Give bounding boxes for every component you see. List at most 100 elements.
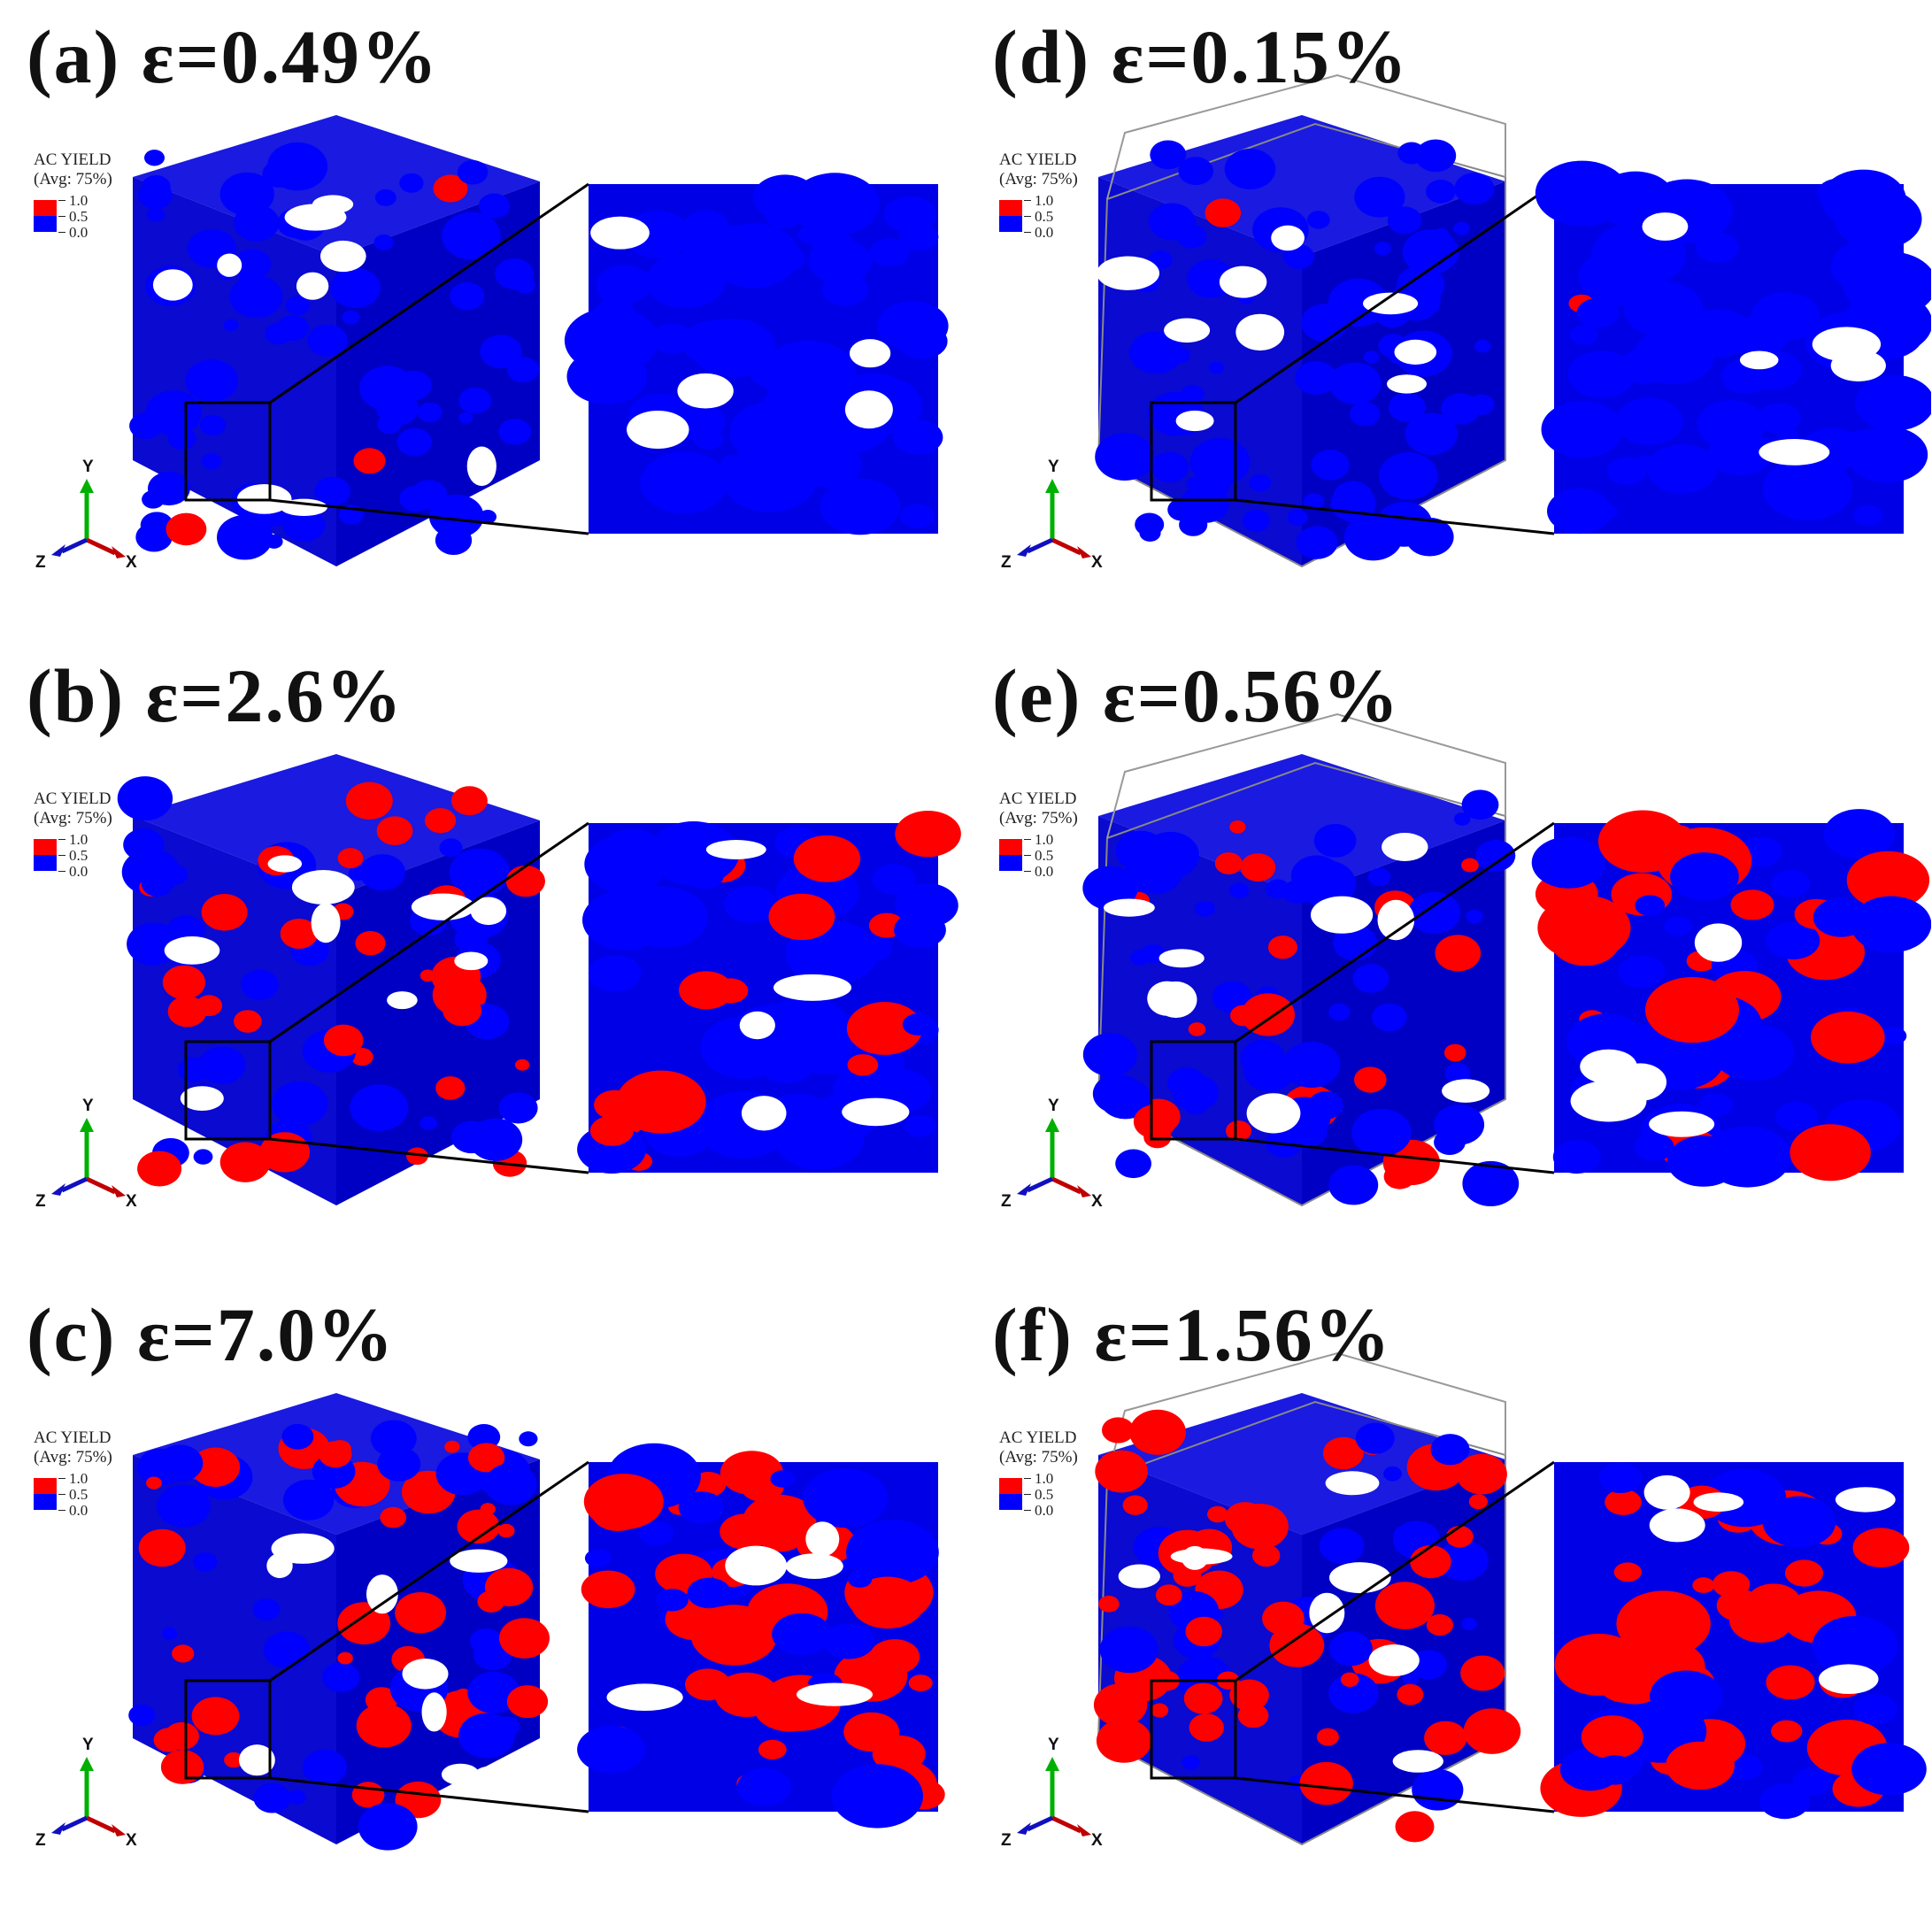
- pore-opening: [284, 204, 347, 231]
- yield-patch: [499, 1618, 550, 1659]
- inset-yield-patch: [1851, 1743, 1927, 1796]
- inset-yield-patch: [640, 451, 728, 514]
- yield-patch: [1189, 1713, 1224, 1742]
- pore-opening: [1442, 1079, 1490, 1103]
- pore-opening: [239, 1744, 275, 1776]
- inset-pore: [1693, 1492, 1744, 1512]
- inset-yield-patch: [1729, 315, 1789, 358]
- pore-opening: [1154, 981, 1197, 1019]
- yield-patch: [193, 1149, 213, 1165]
- panel-title: (d) ε=0.15%: [992, 14, 1409, 99]
- yield-patch: [458, 387, 492, 414]
- inset-yield-patch: [1647, 444, 1718, 494]
- yield-patch: [365, 1687, 398, 1713]
- inset-pore: [785, 1553, 843, 1579]
- legend-swatch-blue: [34, 216, 57, 232]
- yield-patch: [145, 390, 202, 435]
- yield-patch: [1282, 880, 1312, 904]
- inset-yield-patch: [812, 230, 855, 261]
- legend-value-max: 1.0: [1035, 192, 1054, 209]
- pore-opening: [1325, 1471, 1380, 1496]
- inset-pore: [774, 974, 851, 1001]
- inset-yield-patch: [1635, 895, 1666, 916]
- pore-opening: [1246, 1093, 1301, 1134]
- yield-patch: [1354, 176, 1405, 218]
- panel-title: (f) ε=1.56%: [992, 1292, 1392, 1377]
- legend-tick: [1024, 1478, 1031, 1479]
- legend-value-mid: 0.5: [69, 1486, 89, 1503]
- inset-yield-patch: [1593, 1755, 1636, 1785]
- inset-yield-patch: [1567, 350, 1636, 398]
- yield-patch: [1183, 1682, 1223, 1714]
- yield-patch: [515, 1059, 530, 1071]
- pore-opening: [217, 253, 242, 277]
- yield-patch: [498, 419, 532, 445]
- inset-yield-patch: [904, 1114, 935, 1137]
- yield-patch: [419, 969, 435, 982]
- yield-patch: [373, 235, 394, 250]
- inset-yield-patch: [1766, 921, 1820, 960]
- yield-patch: [265, 322, 293, 345]
- inset-pore: [627, 411, 689, 449]
- axis-triad: Y X Z: [34, 1736, 140, 1850]
- inset-yield-patch: [1645, 977, 1739, 1043]
- cube-top-face: [133, 115, 540, 257]
- inset-pore: [606, 1683, 683, 1711]
- yield-patch: [157, 1444, 204, 1482]
- yield-patch: [342, 310, 360, 325]
- yield-patch: [191, 1697, 240, 1736]
- legend-swatch-blue: [34, 1494, 57, 1510]
- legend-value-min: 0.0: [69, 1502, 89, 1519]
- yield-patch: [217, 514, 273, 560]
- legend-value-max: 1.0: [69, 192, 89, 209]
- inset-yield-patch: [1547, 488, 1612, 535]
- legend-tick: [58, 839, 65, 840]
- inset-yield-patch: [1598, 1665, 1653, 1703]
- zoom-selection-box: [184, 1679, 272, 1780]
- yield-patch: [233, 249, 271, 280]
- inset-yield-patch: [1620, 347, 1672, 384]
- color-legend: AC YIELD (Avg: 75%) 1.0 0.5 0.0: [34, 1428, 112, 1528]
- zoom-selection-box: [184, 401, 272, 502]
- legend-value-max: 1.0: [1035, 831, 1054, 848]
- axis-label-y: Y: [1048, 1736, 1059, 1754]
- yield-patch: [241, 969, 279, 1000]
- legend-tick: [58, 871, 65, 872]
- yield-patch: [272, 1081, 328, 1127]
- yield-patch: [1195, 900, 1215, 917]
- yield-patch: [282, 508, 326, 543]
- yield-patch: [458, 412, 473, 424]
- yield-patch: [457, 159, 489, 185]
- yield-patch: [1252, 1544, 1281, 1567]
- panel-title: (b) ε=2.6%: [27, 653, 404, 738]
- yield-patch: [1207, 1505, 1228, 1523]
- yield-patch: [1130, 950, 1151, 966]
- inset-yield-patch: [895, 882, 958, 928]
- yield-patch: [1307, 211, 1330, 229]
- inset-yield-patch: [872, 864, 916, 895]
- pore-opening: [1097, 256, 1159, 290]
- yield-patch: [374, 189, 396, 206]
- cube-top-face: [1098, 754, 1505, 896]
- inset-yield-patch: [646, 252, 726, 309]
- yield-patch: [454, 1688, 473, 1703]
- yield-patch: [443, 995, 482, 1027]
- pore-opening: [441, 1763, 480, 1786]
- lattice-model-render: [117, 754, 961, 1205]
- inset-yield-patch: [690, 1605, 778, 1666]
- yield-patch: [359, 854, 405, 891]
- yield-patch: [1454, 173, 1495, 205]
- zoom-selection-box: [184, 1040, 272, 1141]
- yield-patch: [172, 1644, 195, 1663]
- lattice-model-render: [1093, 1351, 1927, 1846]
- yield-patch: [1102, 1417, 1135, 1444]
- inset-yield-patch: [846, 1520, 939, 1585]
- yield-patch: [450, 786, 488, 816]
- yield-patch: [1434, 1129, 1466, 1155]
- pore-opening: [267, 855, 303, 873]
- legend-value-min: 0.0: [1035, 224, 1054, 241]
- yield-patch: [1328, 362, 1382, 404]
- inset-yield-patch: [770, 1470, 796, 1488]
- yield-patch: [1212, 981, 1252, 1013]
- yield-patch: [380, 1506, 407, 1528]
